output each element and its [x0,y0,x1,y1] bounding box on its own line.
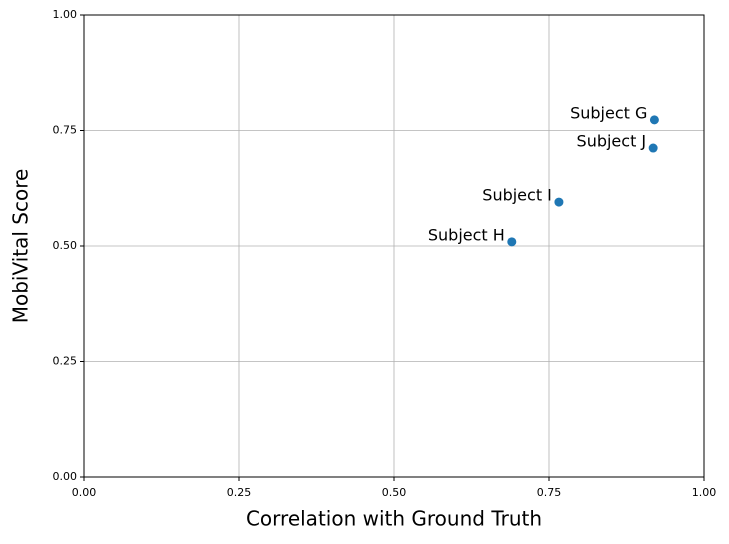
y-tick-label: 0.25 [53,355,78,368]
x-tick-label: 0.50 [382,486,407,499]
x-tick-label: 0.75 [537,486,562,499]
y-tick-label: 1.00 [53,8,78,21]
point [554,197,564,207]
point-label: Subject H [428,225,505,244]
point [507,237,517,247]
point-label: Subject J [577,132,647,151]
plot-frame [83,14,705,478]
point-label: Subject G [570,103,647,122]
point [648,143,658,153]
y-axis-label: MobiVital Score [9,169,33,324]
y-tick-label: 0.00 [53,470,78,483]
y-tick-label: 0.75 [53,124,78,137]
x-axis-label: Correlation with Ground Truth [246,507,542,531]
point [649,115,659,125]
point-label: Subject I [482,186,552,205]
x-tick-label: 0.25 [227,486,252,499]
x-tick-label: 1.00 [692,486,717,499]
y-tick-label: 0.50 [53,239,78,252]
x-tick-label: 0.00 [72,486,97,499]
